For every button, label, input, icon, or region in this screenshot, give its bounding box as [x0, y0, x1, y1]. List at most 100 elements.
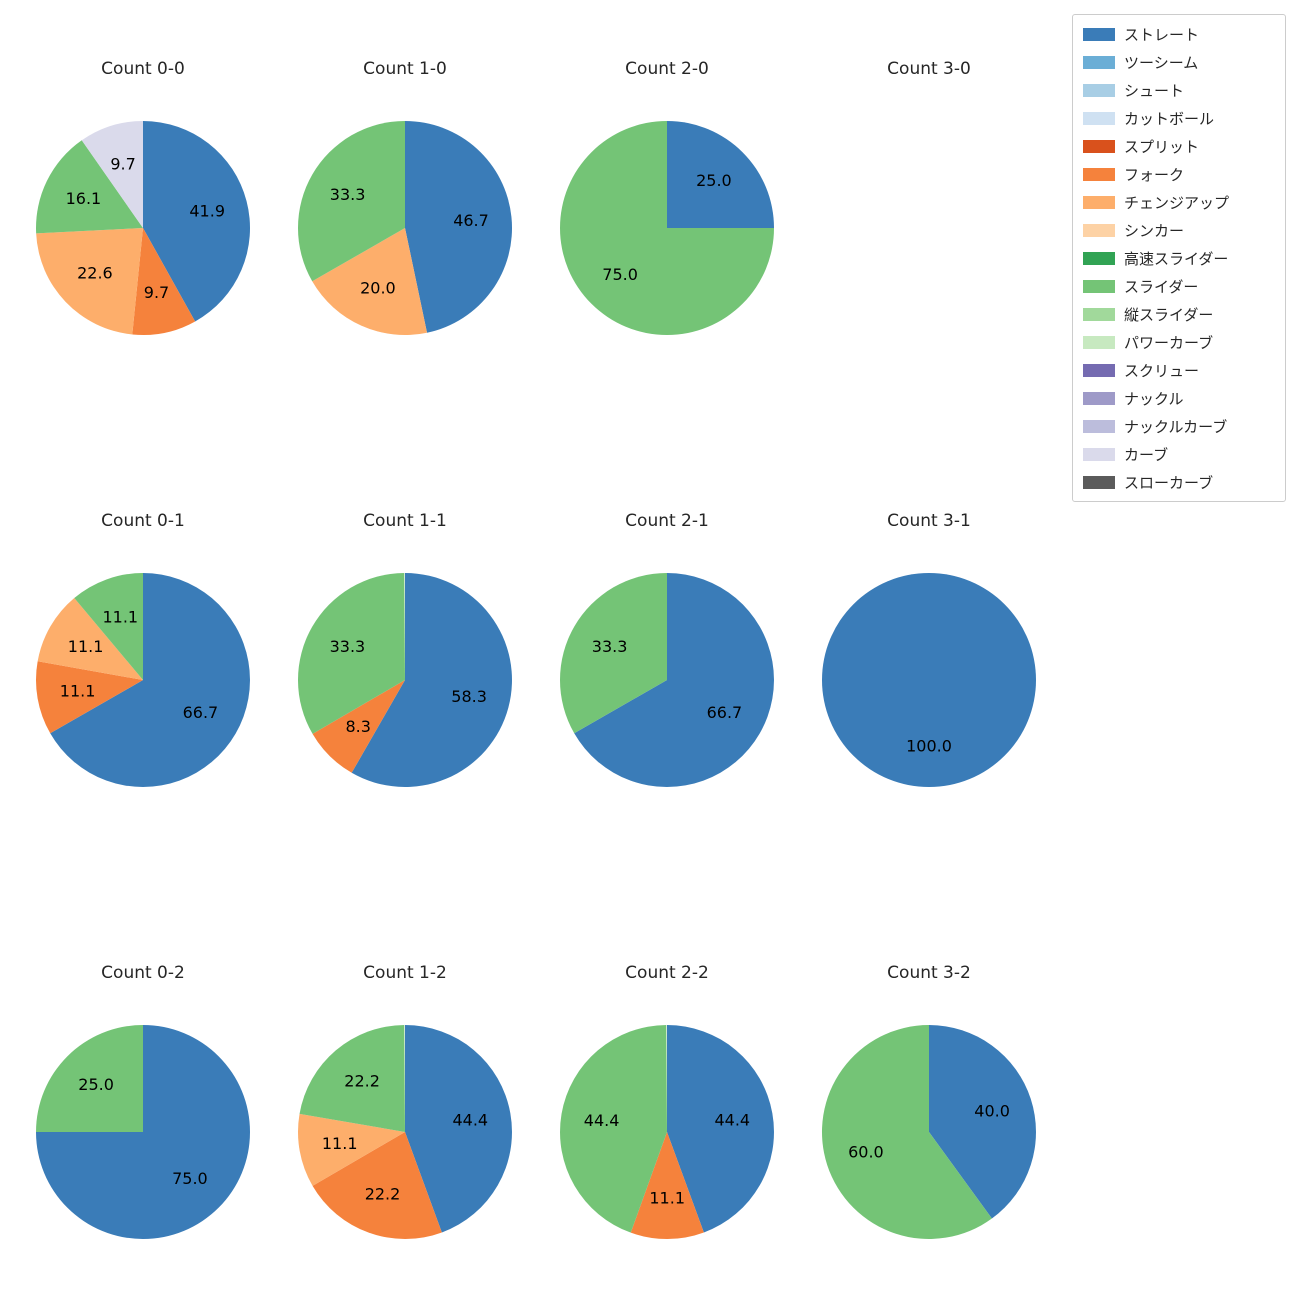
pie-slice-value: 33.3: [330, 637, 366, 656]
pie-slice-フォーク: [132, 228, 196, 336]
pie-chart: 66.7 11.1 11.1 11.1: [35, 573, 250, 787]
pie-chart: 44.4 22.2 11.1 22.2: [298, 1025, 512, 1239]
legend: ストレート ツーシーム シュート カットボール スプリット フォーク チェンジアップ シンカー…: [1072, 14, 1286, 502]
pie-slice-value: 100.0: [906, 736, 952, 755]
pie-slice-ストレート: [50, 573, 250, 787]
chart-title: Count 0-0: [101, 59, 185, 79]
legend-item: ストレート: [1083, 23, 1275, 45]
pie-slice-value: 44.4: [714, 1110, 750, 1129]
chart-title: Count 3-2: [887, 963, 971, 983]
pie-slice-スライダー: [560, 121, 774, 335]
legend-swatch: [1083, 391, 1115, 405]
pie-slice-スライダー: [74, 573, 143, 680]
legend-item: カーブ: [1083, 443, 1275, 465]
legend-swatch: [1083, 195, 1115, 209]
pie-slice-value: 9.7: [144, 283, 169, 302]
pie-slice-チェンジアップ: [298, 1113, 405, 1186]
legend-label: カットボール: [1124, 109, 1215, 128]
legend-swatch: [1083, 279, 1115, 293]
pie-slice-フォーク: [35, 661, 143, 734]
legend-item: フォーク: [1083, 163, 1275, 185]
pie-slice-スライダー: [36, 1025, 143, 1132]
chart-title: Count 1-2: [363, 963, 447, 983]
legend-item: チェンジアップ: [1083, 191, 1275, 213]
legend-swatch: [1083, 83, 1115, 97]
pie-slice-ストレート: [929, 1025, 1036, 1219]
pie-slice-value: 11.1: [649, 1188, 685, 1207]
chart-title: Count 1-0: [363, 59, 447, 79]
subplot-count-2-1: Count 2-1 66.7 33.3: [537, 508, 797, 810]
subplot-count-1-1: Count 1-1 58.3 8.3 33.3: [275, 508, 535, 810]
legend-label: フォーク: [1124, 165, 1185, 184]
pie-slice-value: 20.0: [360, 279, 396, 298]
pie-slice-value: 22.2: [344, 1071, 380, 1090]
pie-slice-value: 66.7: [183, 703, 219, 722]
pie-slice-スライダー: [297, 573, 405, 734]
chart-title: Count 2-2: [625, 963, 709, 983]
pie-slice-フォーク: [312, 1132, 442, 1239]
legend-swatch: [1083, 475, 1115, 489]
pie-slice-value: 16.1: [66, 189, 102, 208]
legend-label: スライダー: [1124, 277, 1199, 296]
legend-item: ツーシーム: [1083, 51, 1275, 73]
legend-swatch: [1083, 363, 1115, 377]
legend-label: パワーカーブ: [1124, 333, 1214, 352]
pie-slice-value: 22.2: [365, 1184, 401, 1203]
legend-swatch: [1083, 251, 1115, 265]
chart-title: Count 3-0: [887, 59, 971, 79]
chart-title: Count 2-0: [625, 59, 709, 79]
pie-slice-フォーク: [630, 1132, 704, 1239]
pie-slice-value: 41.9: [189, 201, 225, 220]
legend-label: ツーシーム: [1124, 53, 1199, 72]
subplot-count-3-0: Count 3-0: [799, 56, 1059, 358]
legend-item: ナックルカーブ: [1083, 415, 1275, 437]
subplot-count-0-0: Count 0-0 41.9 9.7 22.6 16.1 9.7: [13, 56, 273, 358]
subplot-count-2-2: Count 2-2 44.4 11.1 44.4: [537, 960, 797, 1262]
pie-chart: 58.3 8.3 33.3: [297, 573, 512, 787]
chart-title: Count 0-1: [101, 511, 185, 531]
pie-chart: 44.4 11.1 44.4: [560, 1025, 774, 1239]
pie-slice-value: 8.3: [345, 717, 370, 736]
pie-slice-スライダー: [559, 573, 667, 734]
pie-slice-value: 22.6: [77, 264, 113, 283]
pie-slice-スライダー: [36, 140, 143, 234]
legend-label: チェンジアップ: [1124, 193, 1230, 212]
legend-swatch: [1083, 335, 1115, 349]
chart-title: Count 0-2: [101, 963, 185, 983]
legend-label: 縦スライダー: [1124, 305, 1214, 324]
subplot-count-0-1: Count 0-1 66.7 11.1 11.1 11.1: [13, 508, 273, 810]
pie-slice-value: 25.0: [78, 1075, 114, 1094]
subplot-count-1-2: Count 1-2 44.4 22.2 11.1 22.2: [275, 960, 535, 1262]
subplot-count-3-1: Count 3-1 100.0: [799, 508, 1059, 810]
pie-slice-チェンジアップ: [36, 228, 143, 335]
pie-slice-ストレート: [405, 1025, 512, 1233]
pie-slice-スライダー: [821, 1025, 992, 1239]
legend-label: スプリット: [1124, 137, 1200, 156]
pie-slice-value: 40.0: [974, 1102, 1010, 1121]
pie-slice-value: 44.4: [452, 1110, 488, 1129]
pie-slice-value: 66.7: [707, 703, 743, 722]
pie-slice-value: 46.7: [453, 211, 489, 230]
pie-chart: 46.7 20.0 33.3: [297, 121, 513, 336]
pie-slice-ストレート: [574, 573, 774, 787]
pie-chart: 25.0 75.0: [560, 121, 774, 335]
legend-label: スローカーブ: [1124, 473, 1214, 492]
legend-item: 高速スライダー: [1083, 247, 1275, 269]
legend-item: スクリュー: [1083, 359, 1275, 381]
pie-chart: 75.0 25.0: [36, 1025, 250, 1239]
legend-label: ストレート: [1124, 25, 1200, 44]
pie-slice-value: 60.0: [848, 1143, 884, 1162]
pie-slice-ストレート: [405, 121, 513, 333]
pie-slice-value: 11.1: [322, 1134, 358, 1153]
legend-item: スライダー: [1083, 275, 1275, 297]
pie-slice-チェンジアップ: [37, 597, 143, 680]
pie-chart: 40.0 60.0: [821, 1025, 1036, 1239]
legend-swatch: [1083, 111, 1115, 125]
pie-slice-スライダー: [297, 121, 405, 282]
legend-label: ナックルカーブ: [1124, 417, 1228, 436]
legend-swatch: [1083, 55, 1115, 69]
subplot-count-0-2: Count 0-2 75.0 25.0: [13, 960, 273, 1262]
legend-swatch: [1083, 223, 1115, 237]
legend-item: カットボール: [1083, 107, 1275, 129]
chart-title: Count 1-1: [363, 511, 447, 531]
